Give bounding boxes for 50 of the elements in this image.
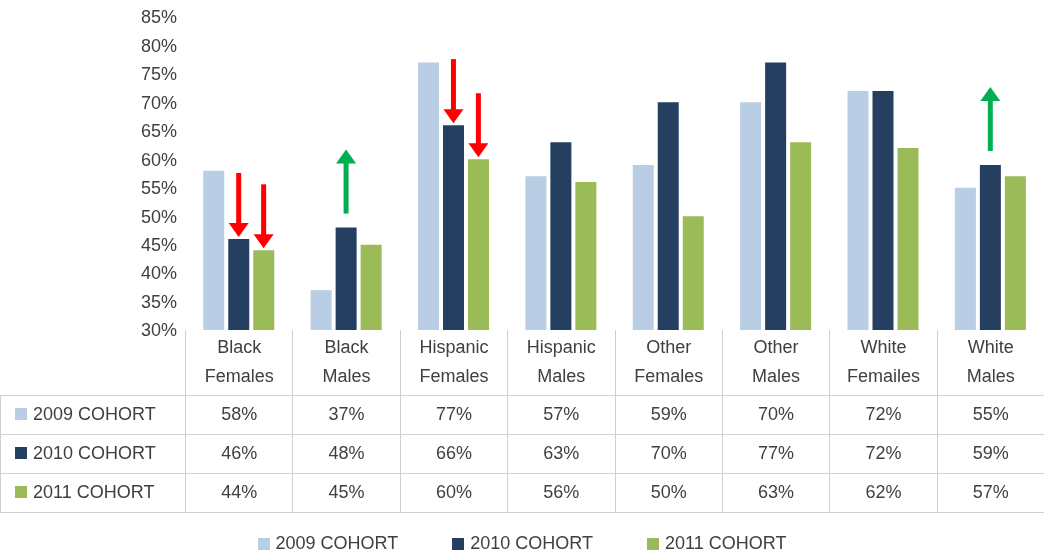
data-label: 58%	[185, 395, 293, 434]
data-label: 63%	[722, 473, 830, 512]
x-tick-label: Other Males	[722, 330, 830, 395]
x-tick-label: Other Females	[615, 330, 723, 395]
y-tick-label: 65%	[140, 121, 177, 142]
legend-label: 2011 COHORT	[0, 473, 186, 512]
data-label: 37%	[292, 395, 401, 434]
data-label: 44%	[185, 473, 293, 512]
data-label: 46%	[185, 434, 293, 473]
data-label: 48%	[292, 434, 401, 473]
data-label: 59%	[615, 395, 723, 434]
data-label: 63%	[507, 434, 615, 473]
data-label: 50%	[615, 473, 723, 512]
y-tick-label: 55%	[140, 178, 177, 199]
data-label: 57%	[507, 395, 615, 434]
data-label: 77%	[400, 395, 508, 434]
y-tick-label: 50%	[140, 206, 177, 227]
y-tick-label: 35%	[140, 291, 177, 312]
y-tick-label: 80%	[140, 35, 177, 56]
data-label: 60%	[400, 473, 508, 512]
y-tick-label: 45%	[140, 235, 177, 256]
y-tick-label: 60%	[140, 149, 177, 170]
data-label: 72%	[829, 395, 938, 434]
x-tick-label: White Femailes	[829, 330, 938, 395]
x-tick-label: White Males	[937, 330, 1044, 395]
data-label: 70%	[615, 434, 723, 473]
text: 2010 COHORT	[470, 533, 594, 553]
text: 2011 COHORT	[665, 533, 787, 553]
x-tick-label: Hispanic Males	[507, 330, 615, 395]
data-label: 57%	[937, 473, 1044, 512]
x-tick-label: Black Males	[292, 330, 401, 395]
legend-label: 2010 COHORT	[0, 434, 186, 473]
data-label: 77%	[722, 434, 830, 473]
data-label: 72%	[829, 434, 938, 473]
y-tick-label: 75%	[140, 64, 177, 85]
data-label: 66%	[400, 434, 508, 473]
data-label: 56%	[507, 473, 615, 512]
data-label: 55%	[937, 395, 1044, 434]
y-tick-label: 30%	[140, 320, 177, 341]
x-tick-label: Black Females	[185, 330, 293, 395]
y-tick-label: 85%	[140, 7, 177, 28]
y-tick-label: 40%	[140, 263, 177, 284]
data-label: 45%	[292, 473, 401, 512]
y-tick-label: 70%	[140, 92, 177, 113]
legend-label: 2009 COHORT	[0, 395, 186, 434]
data-label: 70%	[722, 395, 830, 434]
data-label: 59%	[937, 434, 1044, 473]
data-label: 62%	[829, 473, 938, 512]
text: 2009 COHORT	[275, 533, 399, 553]
x-tick-label: Hispanic Females	[400, 330, 508, 395]
